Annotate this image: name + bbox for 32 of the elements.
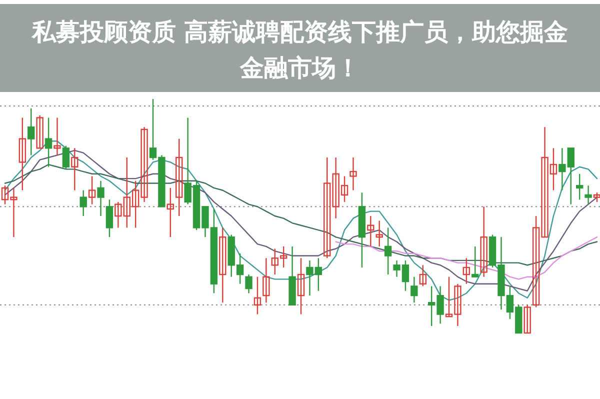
candlestick bbox=[62, 145, 70, 170]
candlestick bbox=[245, 274, 252, 294]
candlestick bbox=[384, 227, 392, 276]
candlestick bbox=[44, 117, 52, 168]
candlestick bbox=[419, 264, 426, 287]
candlestick bbox=[462, 258, 470, 284]
candlestick bbox=[480, 206, 488, 278]
candlestick bbox=[262, 258, 270, 304]
candlestick bbox=[71, 148, 78, 191]
candlestick bbox=[176, 138, 183, 217]
candlestick bbox=[28, 108, 35, 156]
candlestick bbox=[36, 114, 44, 149]
candlestick bbox=[584, 184, 592, 205]
candlestick bbox=[18, 117, 26, 191]
candlestick bbox=[219, 227, 226, 304]
candlestick bbox=[166, 187, 174, 238]
candlestick bbox=[297, 258, 305, 315]
candlestick bbox=[576, 173, 584, 200]
candlestick bbox=[593, 192, 600, 203]
candlestick bbox=[410, 276, 418, 304]
candlestick bbox=[97, 180, 104, 217]
candlestick bbox=[254, 276, 262, 315]
chart-title: 私募投顾资质 高薪诚聘配资线下推广员，助您掘金金融市场！ bbox=[30, 18, 568, 82]
candlestick bbox=[367, 215, 374, 248]
candlestick bbox=[350, 156, 357, 191]
candlestick bbox=[80, 190, 87, 217]
candlestick bbox=[472, 246, 479, 278]
candlestick bbox=[524, 304, 531, 334]
candlestick bbox=[106, 199, 114, 238]
candlestick bbox=[376, 220, 383, 248]
candlestick bbox=[54, 117, 61, 156]
candlestick bbox=[88, 176, 96, 205]
